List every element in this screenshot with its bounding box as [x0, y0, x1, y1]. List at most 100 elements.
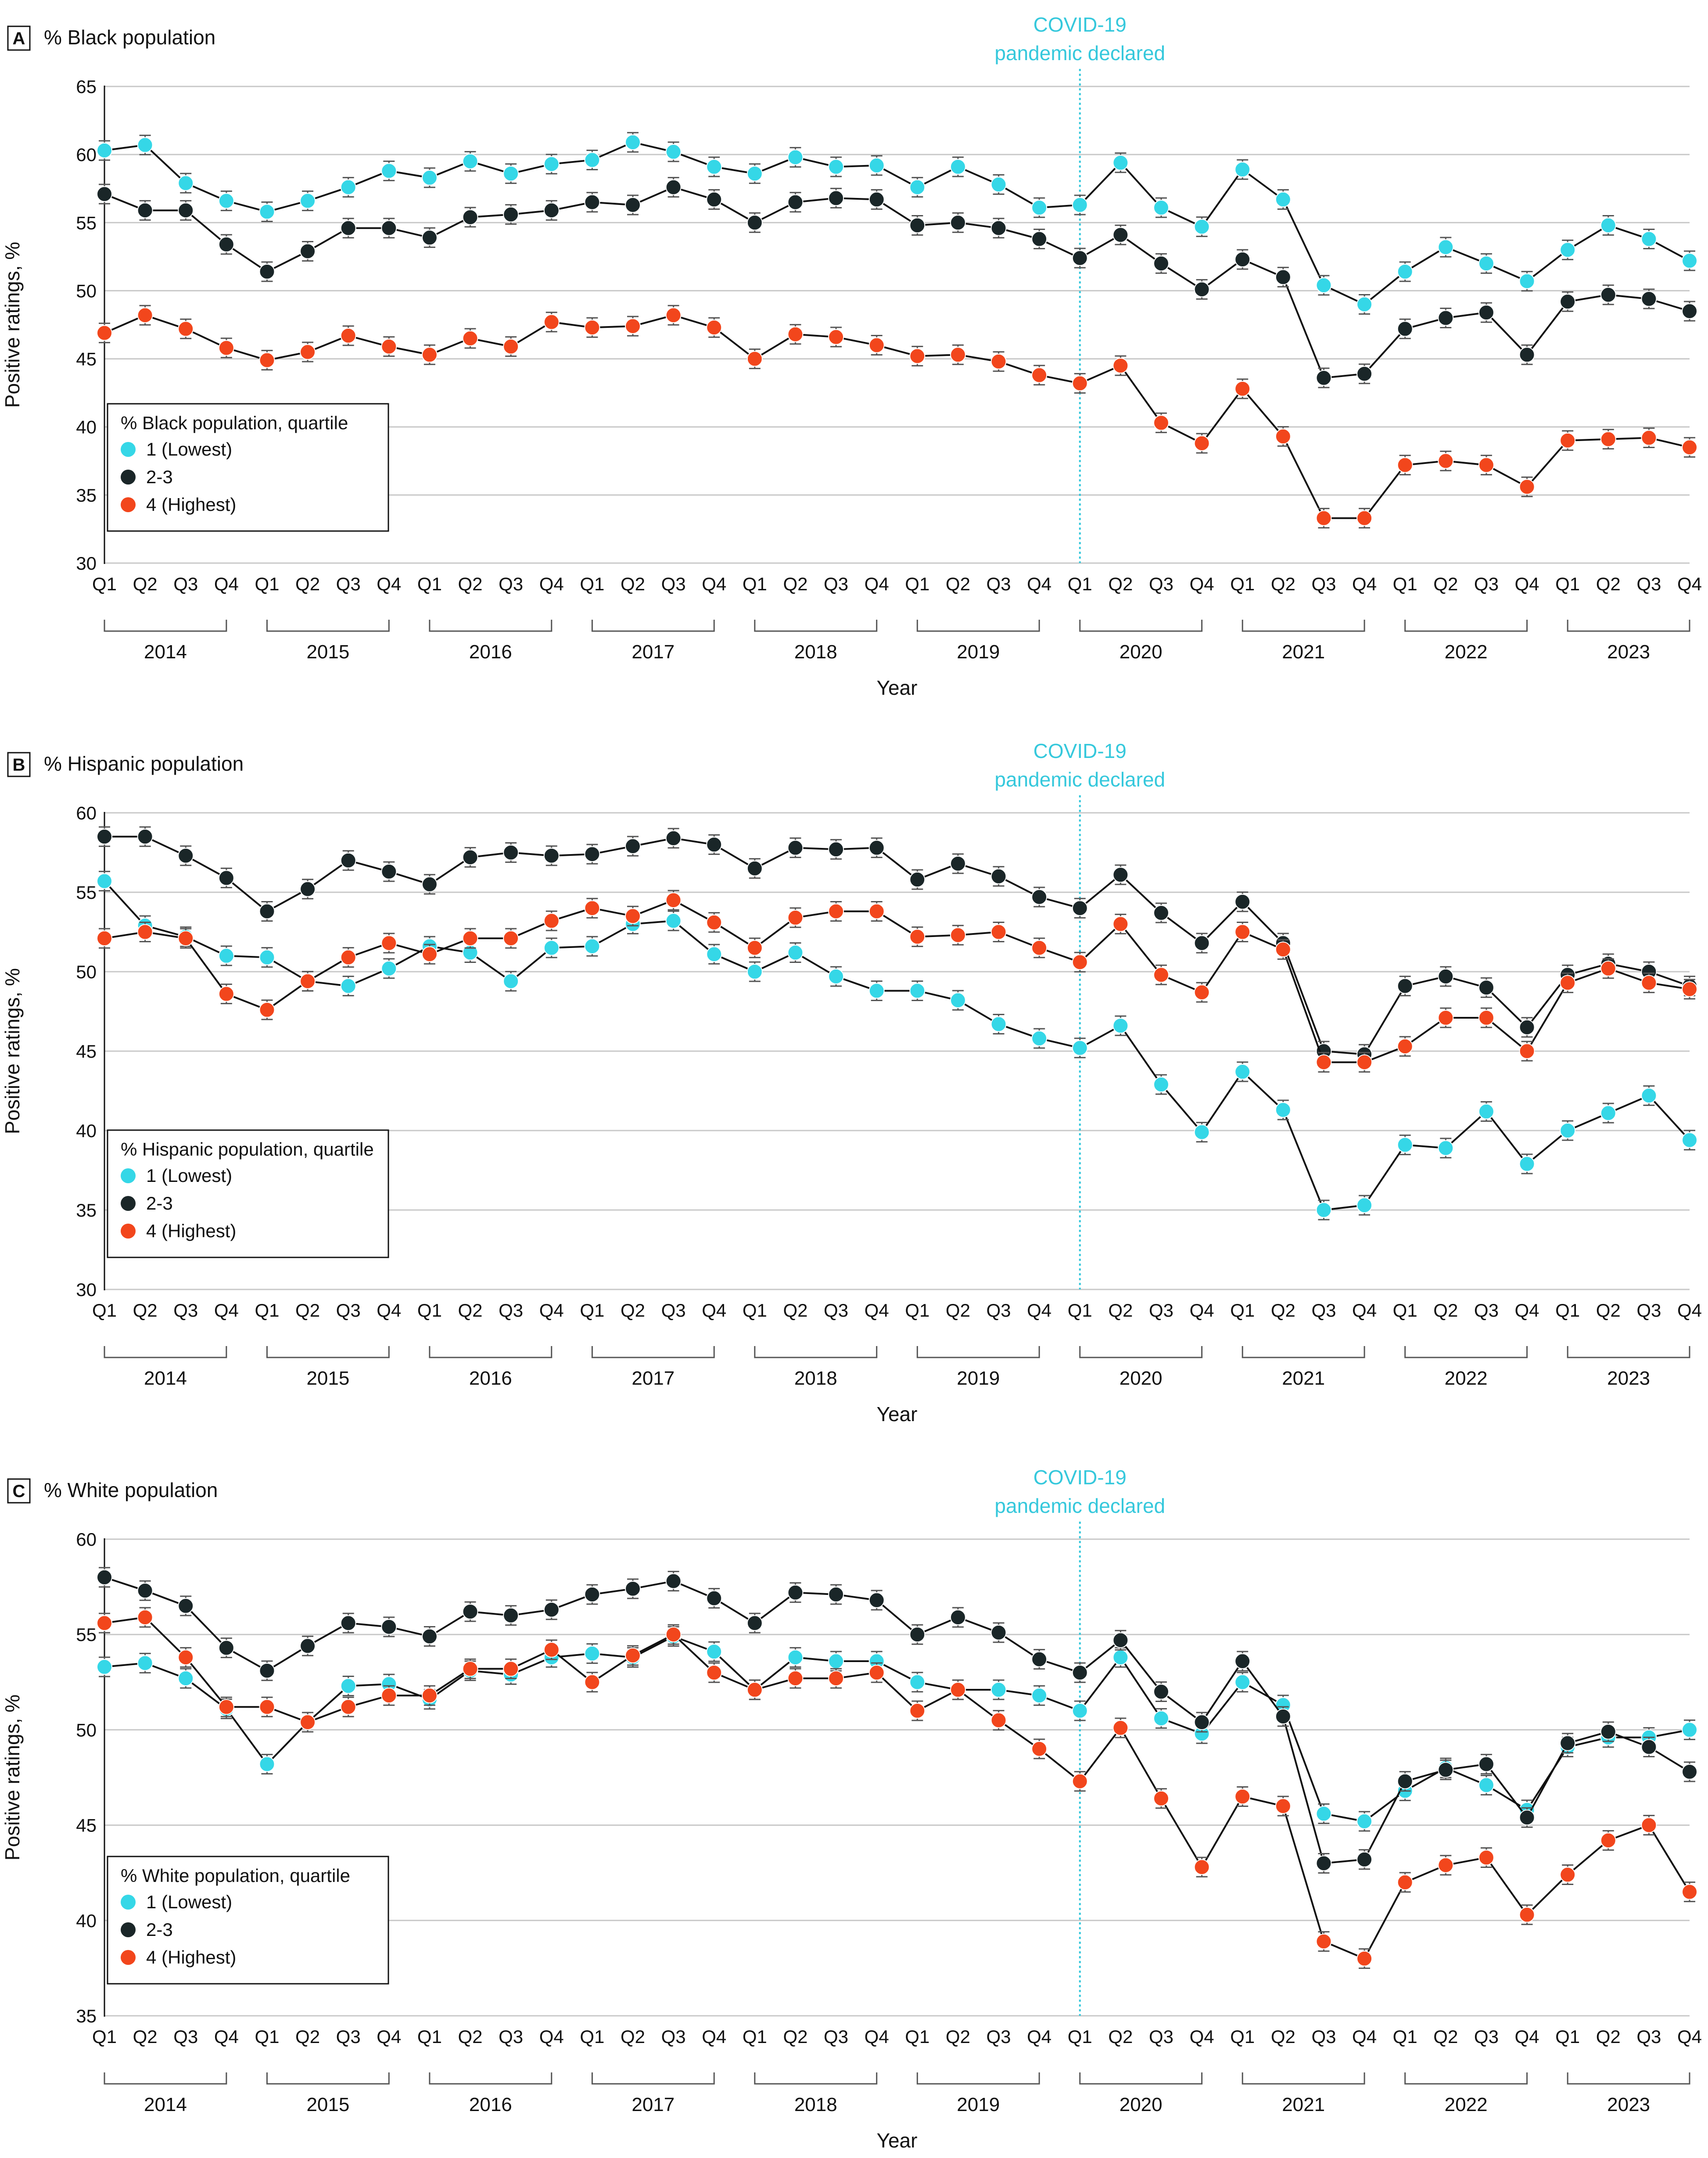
data-point [828, 841, 844, 858]
data-point [1682, 981, 1697, 997]
data-point [381, 163, 397, 179]
data-point [1275, 1798, 1291, 1814]
y-tick-label: 50 [76, 280, 97, 301]
panel-c: C % White population 35 40 45 50 55 60 Positive … [1, 1466, 1702, 2152]
data-point [503, 165, 519, 182]
data-point [990, 1624, 1007, 1641]
x-tick-label: Q4 [1515, 2026, 1539, 2047]
y-axis-label: Positive ratings, % [1, 242, 24, 408]
data-point [259, 903, 275, 919]
data-point [990, 1682, 1007, 1698]
data-point [97, 829, 112, 845]
x-tick-label: Q4 [1515, 574, 1539, 594]
data-point [300, 1714, 316, 1731]
data-point [1519, 1810, 1535, 1826]
data-point [787, 840, 804, 856]
data-point [259, 352, 275, 368]
x-tick-label: Q3 [1149, 574, 1173, 594]
data-point [828, 903, 844, 919]
panel-title: % Black population [44, 26, 215, 49]
data-point [1316, 1933, 1332, 1950]
data-point [97, 873, 112, 889]
legend-title: % White population, quartile [121, 1865, 350, 1886]
x-axis-label: Year [877, 2129, 918, 2152]
x-tick-label: Q3 [336, 2026, 361, 2047]
data-point [1478, 1756, 1494, 1772]
x-tick-label: Q2 [621, 1300, 645, 1321]
data-point [503, 1607, 519, 1623]
data-point [1072, 1040, 1088, 1056]
panel-title: % White population [44, 1479, 218, 1501]
data-point [625, 318, 641, 334]
data-point [950, 347, 966, 363]
panel-letter-box [7, 25, 31, 51]
x-tick-label: Q4 [1352, 2026, 1377, 2047]
data-point [218, 236, 234, 252]
covid-annotation: pandemic declared [994, 1494, 1165, 1517]
data-point [787, 909, 804, 926]
data-point [137, 1655, 153, 1671]
data-point [868, 840, 885, 856]
year-bracket [754, 2072, 878, 2085]
data-point [1397, 1137, 1413, 1153]
data-point [137, 924, 153, 940]
data-point [1112, 1649, 1129, 1666]
data-point [1153, 200, 1169, 216]
x-tick-label: Q4 [377, 1300, 401, 1321]
year-bracket [1079, 620, 1203, 632]
data-point [218, 986, 234, 1002]
panel-a: A % Black population 30 35 40 45 50 55 60 65 Posit… [1, 13, 1702, 699]
data-point [381, 1619, 397, 1635]
data-point [1194, 1124, 1210, 1140]
data-point [746, 215, 763, 231]
year-label: 2016 [469, 641, 512, 663]
data-point [543, 847, 560, 864]
x-tick-label: Q3 [499, 574, 523, 594]
data-point [543, 202, 560, 219]
data-point [1275, 428, 1291, 445]
data-point [625, 908, 641, 924]
y-tick-label: 35 [76, 2006, 97, 2026]
data-point [381, 863, 397, 880]
x-tick-label: Q1 [417, 574, 442, 594]
x-tick-label: Q1 [1230, 574, 1255, 594]
data-point [1560, 294, 1576, 310]
x-tick-label: Q2 [295, 2026, 320, 2047]
data-point [787, 149, 804, 165]
data-point [1194, 1859, 1210, 1875]
y-tick-label: 40 [76, 1910, 97, 1931]
legend [107, 1856, 389, 1985]
data-point [868, 191, 885, 208]
data-point [625, 838, 641, 855]
y-tick-label: 65 [76, 76, 97, 97]
legend-marker [121, 497, 136, 512]
panel-letter: C [13, 1482, 25, 1501]
x-tick-label: Q3 [824, 574, 848, 594]
data-point [1397, 321, 1413, 337]
year-bracket [1079, 2072, 1203, 2085]
data-point [868, 337, 885, 353]
x-tick-label: Q2 [1108, 1300, 1133, 1321]
x-tick-label: Q2 [783, 2026, 807, 2047]
data-point [1560, 1735, 1576, 1751]
series-line [104, 141, 1690, 305]
covid-annotation: COVID-19 [1033, 740, 1127, 762]
data-point [1031, 940, 1048, 956]
x-tick-label: Q1 [580, 574, 604, 594]
data-point [1478, 457, 1494, 473]
data-point [1600, 1105, 1616, 1121]
x-tick-label: Q3 [1474, 2026, 1499, 2047]
y-tick-label: 35 [76, 1200, 97, 1221]
x-tick-label: Q1 [255, 2026, 279, 2047]
data-point [584, 1586, 600, 1602]
data-point [990, 1016, 1007, 1032]
panel-letter-box [7, 1478, 31, 1504]
data-point [787, 1649, 804, 1666]
data-point [1519, 1907, 1535, 1923]
data-point [218, 948, 234, 964]
data-point [828, 190, 844, 206]
legend-marker [121, 1950, 136, 1965]
year-bracket [266, 1346, 390, 1358]
y-tick-label: 55 [76, 1624, 97, 1645]
data-point [137, 829, 153, 845]
